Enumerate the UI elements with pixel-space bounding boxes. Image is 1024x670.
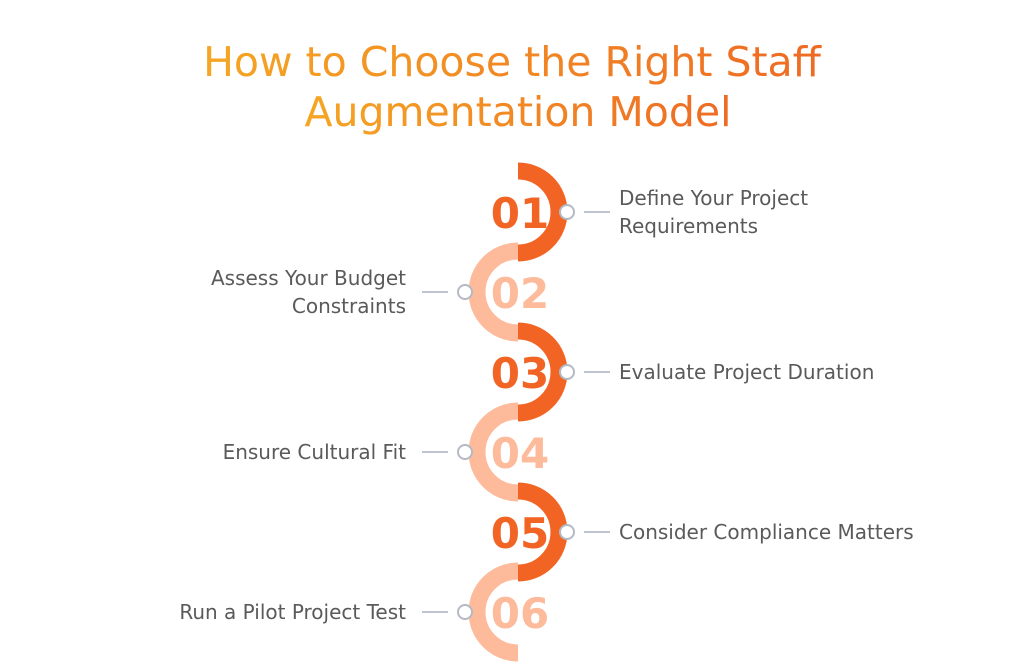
step-number: 03 (491, 349, 549, 398)
step-arc (468, 242, 519, 342)
step-label: Assess Your Budget (211, 266, 406, 290)
step-label: Ensure Cultural Fit (223, 440, 407, 464)
connector-dot (559, 524, 575, 540)
step-02: 02 Assess Your Budget Constraints (211, 242, 549, 342)
step-label: Evaluate Project Duration (619, 360, 874, 384)
step-label: Consider Compliance Matters (619, 520, 914, 544)
step-06: 06 Run a Pilot Project Test (179, 562, 549, 662)
title-line-2: Augmentation Model (304, 88, 731, 136)
step-arc (517, 162, 568, 262)
step-number: 02 (491, 269, 549, 318)
step-arc (517, 482, 568, 582)
step-label: Requirements (619, 214, 758, 238)
step-label: Constraints (292, 294, 406, 318)
connector-dot (457, 284, 473, 300)
step-number: 04 (491, 429, 549, 478)
step-arc (517, 322, 568, 422)
connector-dot (559, 364, 575, 380)
step-05: 05 Consider Compliance Matters (491, 482, 914, 582)
step-01: 01 Define Your Project Requirements (491, 162, 808, 262)
step-number: 01 (491, 189, 549, 238)
step-label: Run a Pilot Project Test (179, 600, 406, 624)
connector-dot (559, 204, 575, 220)
connector-dot (457, 604, 473, 620)
steps-timeline: 01 Define Your Project Requirements 02 Asses… (179, 162, 914, 662)
step-03: 03 Evaluate Project Duration (491, 322, 874, 422)
step-number: 05 (491, 509, 549, 558)
step-arc (468, 562, 519, 662)
step-label: Define Your Project (619, 186, 808, 210)
title-line-1: How to Choose the Right Staff (203, 38, 823, 86)
step-number: 06 (491, 589, 549, 638)
connector-dot (457, 444, 473, 460)
step-arc (468, 402, 519, 502)
step-04: 04 Ensure Cultural Fit (223, 402, 549, 502)
